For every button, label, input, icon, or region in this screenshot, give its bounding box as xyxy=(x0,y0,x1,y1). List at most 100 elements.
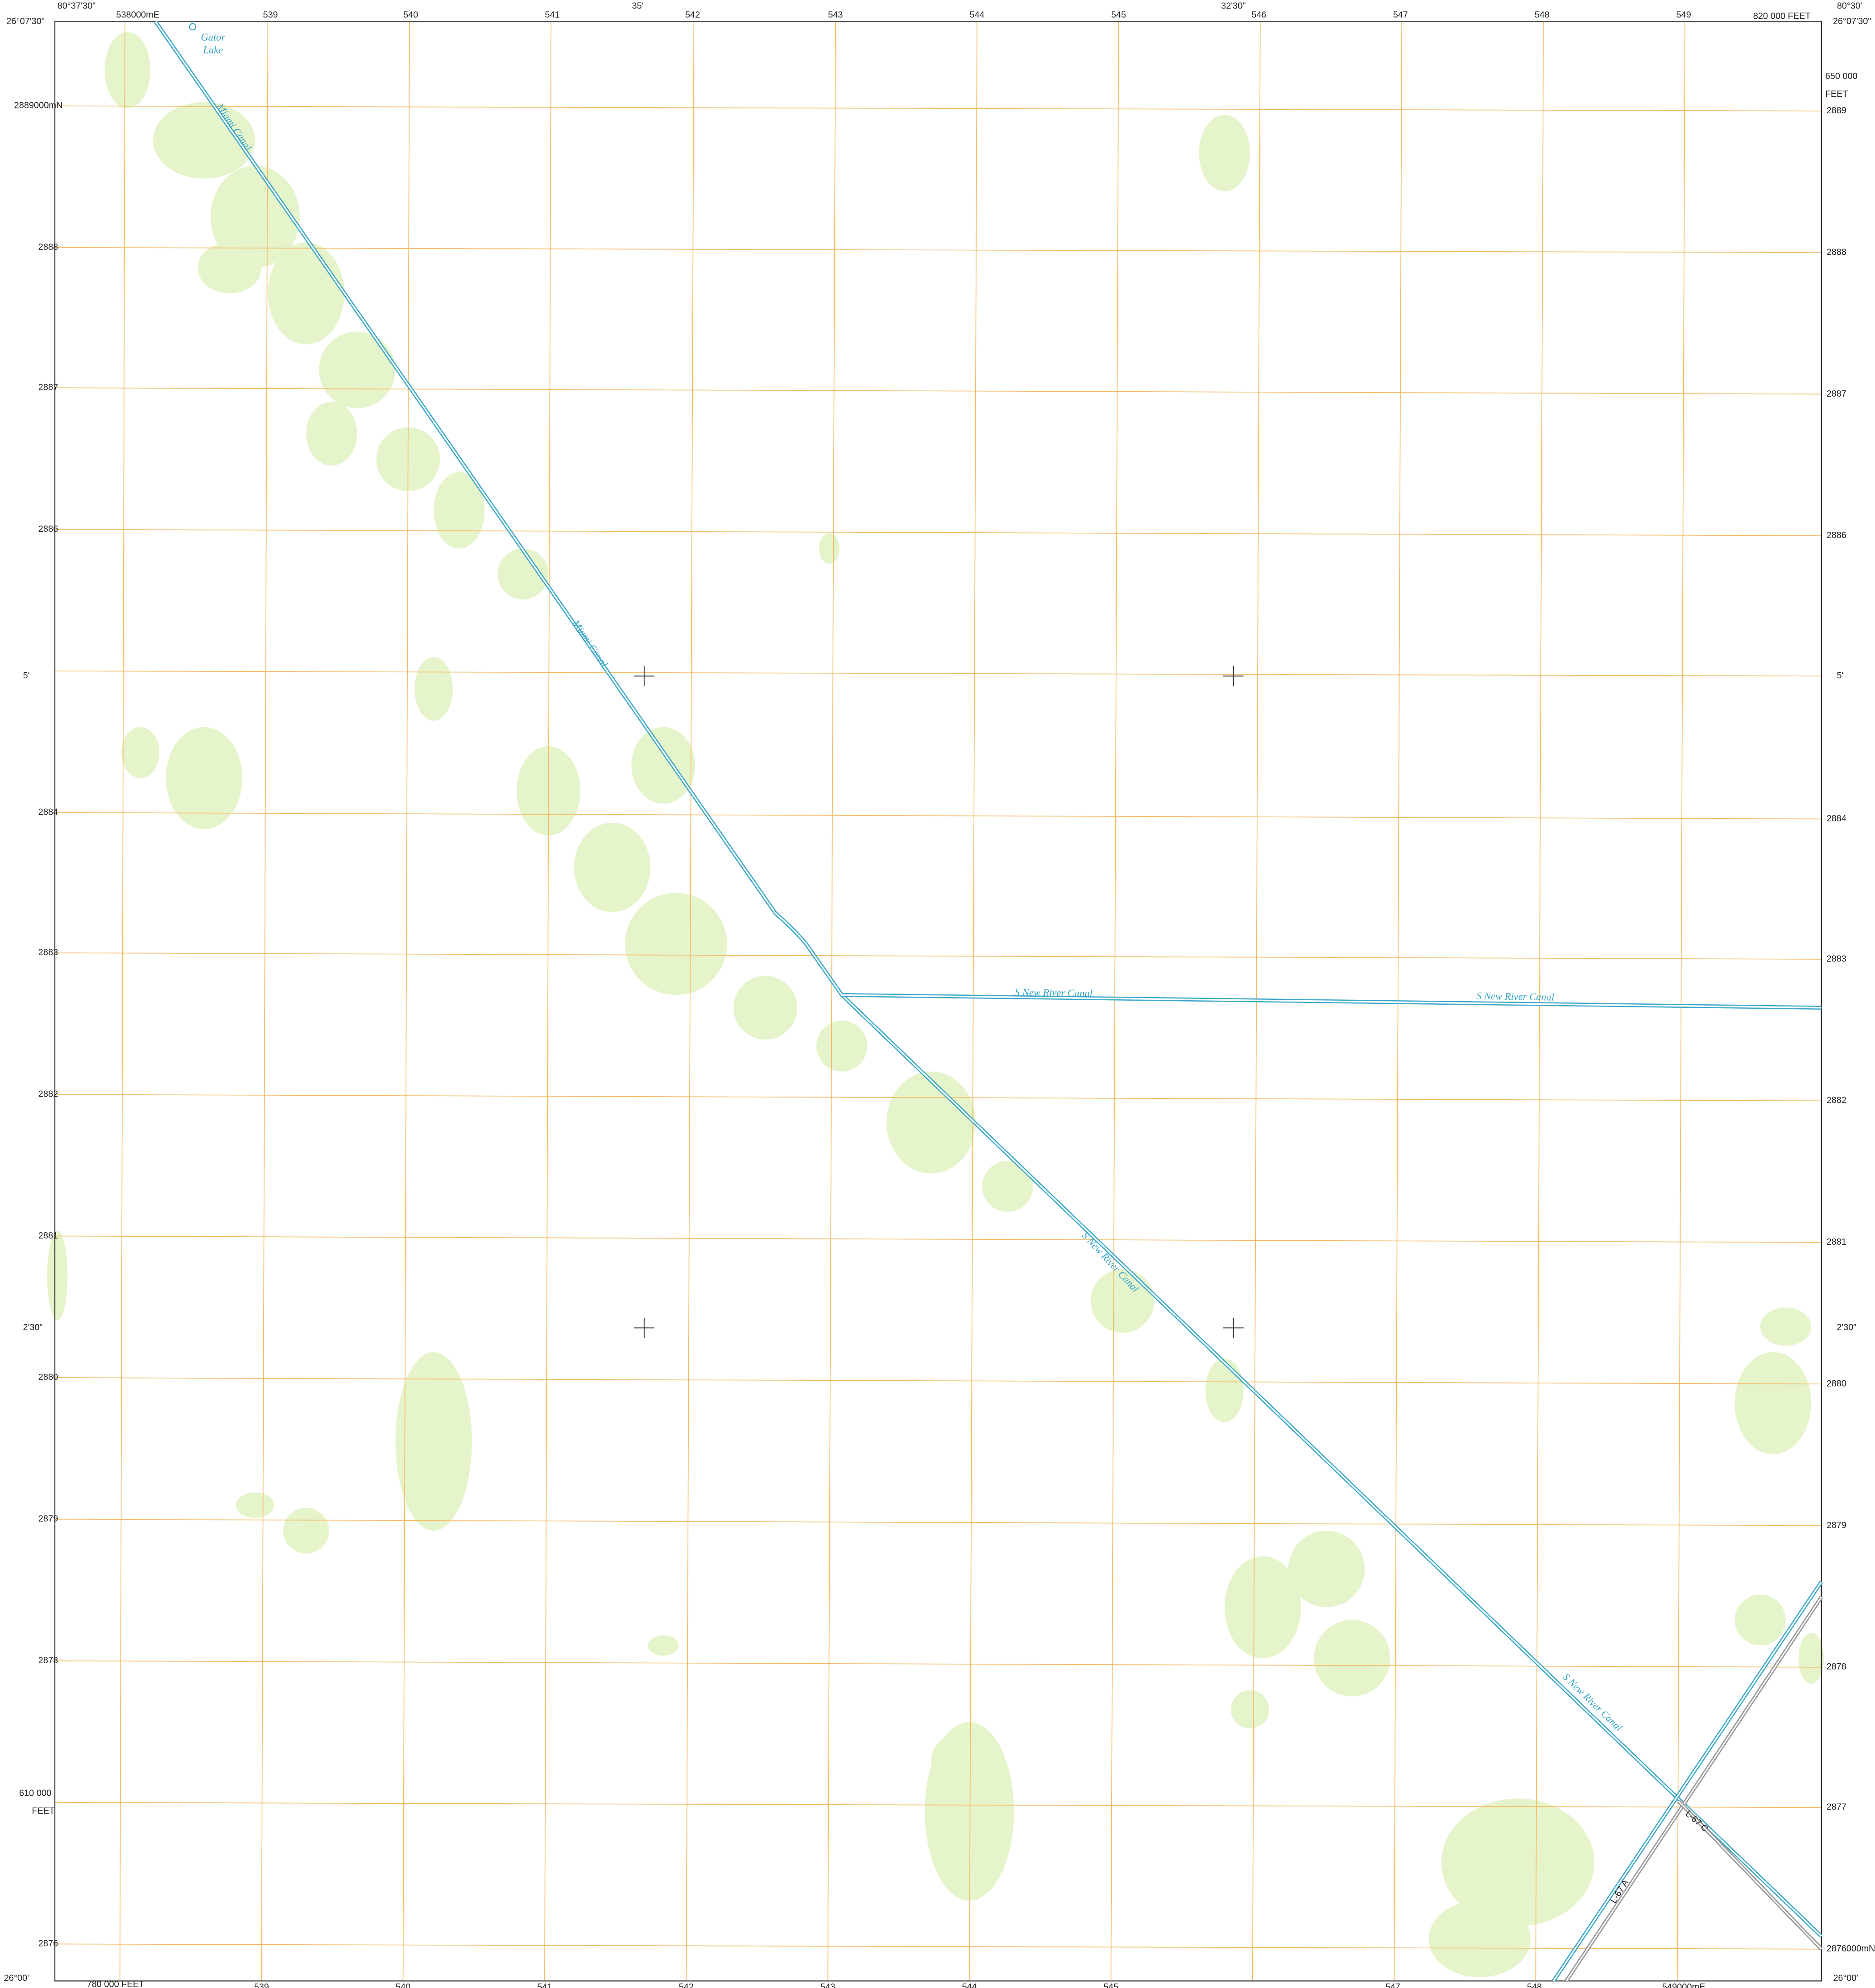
lake xyxy=(189,23,197,31)
canals xyxy=(154,21,1823,1982)
vegetation-patch xyxy=(198,242,262,294)
levee-inner xyxy=(1565,1596,1822,1982)
canal-inner xyxy=(842,994,1821,1009)
vegetation-patch xyxy=(1734,1594,1786,1646)
collar-label: 2886 xyxy=(38,524,58,534)
collar-label: 547 xyxy=(1386,1982,1400,1988)
vegetation-patch xyxy=(886,1071,976,1174)
canal-label: S New River Canal xyxy=(1014,986,1093,999)
grid-line xyxy=(54,1943,1821,1950)
collar-label: 2887 xyxy=(38,382,58,392)
collar-label: 2876000mN xyxy=(1826,1944,1875,1954)
vegetation-patch xyxy=(306,402,357,466)
vegetation-patch xyxy=(497,548,549,600)
collar-label: 820 000 FEET xyxy=(1753,11,1811,21)
vegetation-patch xyxy=(1224,1556,1301,1658)
collar-label: 5' xyxy=(1837,671,1843,681)
grid-line xyxy=(54,105,1821,112)
collar-label: 538000mE xyxy=(116,10,159,20)
grid-line xyxy=(1676,21,1685,1981)
vegetation-patch xyxy=(104,32,151,109)
grid-line xyxy=(54,671,1821,677)
grid-line xyxy=(544,21,552,1981)
vegetation-patch xyxy=(816,1020,868,1072)
vegetation-patch xyxy=(153,102,255,179)
collar-label: 26°07'30" xyxy=(6,17,45,26)
collar-label: 2886 xyxy=(1826,530,1846,540)
collar-label: 547 xyxy=(1393,10,1408,20)
grid-line xyxy=(402,21,410,1981)
grid-line xyxy=(54,812,1821,820)
vegetation-patch xyxy=(1090,1269,1155,1333)
vegetation-patch xyxy=(733,976,797,1040)
vegetation-patch xyxy=(982,1160,1033,1212)
collar-label: 80°30' xyxy=(1805,1987,1830,1988)
canal-label: S New River Canal xyxy=(1476,990,1554,1003)
vegetation-patch xyxy=(283,1508,329,1554)
vegetation-patch xyxy=(1313,1620,1391,1697)
collar-label: 2883 xyxy=(1826,954,1846,964)
levee-inner xyxy=(1678,1801,1822,1950)
grid-line xyxy=(1110,21,1119,1981)
collar-label: 650 000 xyxy=(1825,71,1857,81)
crosshairs xyxy=(634,666,1244,1338)
collar-label: 2880 xyxy=(1826,1379,1846,1388)
collar-label: 549000mE xyxy=(1662,1982,1705,1988)
grid-line xyxy=(827,21,836,1981)
grid-line xyxy=(686,21,695,1981)
collar-label: 2878 xyxy=(1826,1662,1846,1672)
collar-label: FEET xyxy=(32,1806,54,1816)
collar-label: 26°00' xyxy=(4,1973,29,1983)
vegetation-patch xyxy=(1441,1798,1594,1926)
collar-label: 549 xyxy=(1676,10,1691,20)
collar-label: 541 xyxy=(545,10,559,20)
canal-inner xyxy=(1553,1581,1822,1982)
collar-label: 2881 xyxy=(1826,1237,1846,1247)
grid-line xyxy=(54,247,1821,253)
collar-label: 80°37'30" xyxy=(58,1,96,11)
collar-label: 2879 xyxy=(1826,1520,1846,1530)
collar-label: 539 xyxy=(263,10,277,20)
vegetation-patch xyxy=(625,893,727,995)
collar-label: 35' xyxy=(632,1,644,11)
collar-label: 544 xyxy=(969,10,984,20)
vegetation-patch xyxy=(319,331,396,408)
collar-label: 548 xyxy=(1535,10,1549,20)
grid-line xyxy=(54,952,1821,960)
collar-label: 543 xyxy=(820,1982,835,1988)
collar-label: 542 xyxy=(685,10,700,20)
collar-label: 2882 xyxy=(38,1089,58,1099)
collar-label: 2889 xyxy=(1826,106,1846,116)
collar-label: 80°30' xyxy=(1837,1,1862,11)
collar-label: 539 xyxy=(254,1982,269,1988)
collar-label: 2'30" xyxy=(23,1323,42,1333)
vegetation-patch xyxy=(1288,1530,1365,1607)
grid-line xyxy=(54,529,1821,536)
grid-line xyxy=(54,1094,1821,1102)
grid-line xyxy=(54,387,1821,395)
collar-label: 2888 xyxy=(1826,247,1846,257)
collar-label: 546 xyxy=(1251,10,1266,20)
collar-label: 545 xyxy=(1111,10,1126,20)
collar-label: 2'30" xyxy=(1837,1323,1856,1333)
vegetation-patch xyxy=(1205,1358,1244,1422)
vegetation-patch xyxy=(631,727,695,804)
collar-label: 545 xyxy=(1104,1982,1118,1988)
vegetation-patch xyxy=(47,1231,68,1321)
collar-label: 540 xyxy=(403,10,418,20)
collar-label: 2882 xyxy=(1826,1096,1846,1106)
canal-inner xyxy=(155,21,1822,1937)
grid-line xyxy=(119,21,126,1981)
vegetation-patch xyxy=(1734,1352,1812,1454)
vegetation-patch xyxy=(1428,1901,1531,1977)
grid-line xyxy=(54,1235,1821,1243)
grid-line xyxy=(54,1660,1821,1668)
collar-label: 540 xyxy=(396,1982,410,1988)
vegetation-patch xyxy=(236,1492,274,1518)
collar-label: 26°07'30" xyxy=(1833,17,1871,26)
vegetation-patch xyxy=(648,1635,679,1656)
grid-line xyxy=(1535,21,1544,1981)
vegetation-patch xyxy=(210,166,300,268)
